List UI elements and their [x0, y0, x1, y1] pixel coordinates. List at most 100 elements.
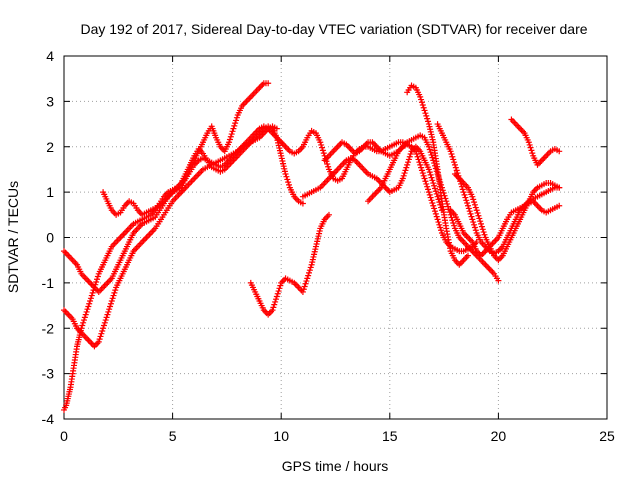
y-tick-label: 1	[46, 184, 54, 200]
data-point	[304, 275, 311, 282]
data-point	[425, 118, 432, 125]
data-point	[421, 175, 428, 182]
data-point	[437, 224, 444, 231]
data-point	[413, 151, 420, 158]
series-9	[365, 132, 502, 284]
data-point	[111, 289, 118, 296]
data-point	[302, 280, 309, 287]
y-tick-label: -2	[42, 320, 55, 336]
data-point	[103, 314, 110, 321]
data-point	[473, 207, 480, 214]
data-point	[306, 269, 313, 276]
data-point	[529, 150, 536, 157]
series-2	[61, 123, 280, 413]
data-point	[478, 220, 485, 227]
data-point	[301, 283, 308, 290]
data-point	[467, 210, 474, 217]
data-point	[429, 200, 436, 207]
data-point	[92, 281, 99, 288]
data-point	[449, 217, 456, 224]
x-tick-labels: 0 5 10 15 20 25	[60, 428, 615, 444]
data-point	[277, 282, 284, 289]
x-tick-label: 25	[599, 428, 615, 444]
data-point	[80, 319, 87, 326]
y-tick-label: 3	[46, 93, 54, 109]
series-14	[508, 116, 563, 168]
data-point	[415, 156, 422, 163]
series-5	[247, 211, 332, 318]
data-point	[428, 174, 435, 181]
data-point	[434, 193, 441, 200]
data-point	[101, 319, 108, 326]
data-point	[464, 252, 471, 259]
data-point	[299, 288, 306, 295]
data-point	[434, 216, 441, 223]
data-point	[471, 201, 478, 208]
data-point	[414, 153, 421, 160]
data-point	[556, 202, 563, 209]
data-point	[426, 191, 433, 198]
data-point	[464, 200, 471, 207]
data-point	[426, 169, 433, 176]
data-point	[435, 219, 442, 226]
data-point	[475, 212, 482, 219]
data-point	[98, 330, 105, 337]
data-point	[432, 210, 439, 217]
x-tick-label: 20	[491, 428, 507, 444]
data-point	[425, 186, 432, 193]
series-13	[451, 170, 563, 264]
data-point	[459, 186, 466, 193]
data-point	[81, 314, 88, 321]
data-point	[466, 208, 473, 215]
data-point	[458, 183, 465, 190]
data-point	[231, 122, 238, 129]
data-point	[307, 264, 314, 271]
data-point	[438, 227, 445, 234]
data-point	[464, 202, 471, 209]
data-point	[556, 148, 563, 155]
x-tick-label: 10	[273, 428, 289, 444]
data-point	[525, 139, 532, 146]
data-point	[450, 219, 457, 226]
data-point	[527, 144, 534, 151]
data-point	[449, 153, 456, 160]
data-point	[481, 231, 488, 238]
data-point	[495, 277, 502, 284]
data-point	[405, 156, 412, 163]
data-point	[100, 325, 107, 332]
data-point	[318, 141, 325, 148]
data-point	[232, 120, 239, 127]
y-tick-label: 4	[46, 48, 54, 64]
data-point	[285, 179, 292, 186]
chart-title: Day 192 of 2017, Sidereal Day-to-day VTE…	[80, 21, 587, 37]
data-point	[105, 308, 112, 315]
data-point	[419, 170, 426, 177]
data-point	[451, 159, 458, 166]
data-point	[401, 170, 408, 177]
series-1	[61, 80, 272, 295]
data-point	[472, 227, 479, 234]
data-point	[87, 295, 94, 302]
data-point	[276, 285, 283, 292]
y-tick-label: -4	[42, 411, 55, 427]
data-point	[96, 336, 103, 343]
data-point	[418, 96, 425, 103]
data-point	[107, 303, 114, 310]
data-point	[427, 149, 434, 156]
data-point	[469, 216, 476, 223]
data-point	[435, 196, 442, 203]
grid-lines	[64, 56, 607, 419]
data-point	[233, 114, 240, 121]
data-point	[528, 147, 535, 154]
y-tick-labels: -4 -3 -2 -1 0 1 2 3 4	[42, 48, 55, 427]
data-point	[325, 211, 332, 218]
data-point	[427, 171, 434, 178]
data-point	[420, 172, 427, 179]
data-point	[476, 215, 483, 222]
data-point	[424, 115, 431, 122]
data-point	[425, 166, 432, 173]
data-point	[107, 300, 114, 307]
data-point	[448, 151, 455, 158]
data-point	[477, 218, 484, 225]
data-point	[229, 128, 236, 135]
